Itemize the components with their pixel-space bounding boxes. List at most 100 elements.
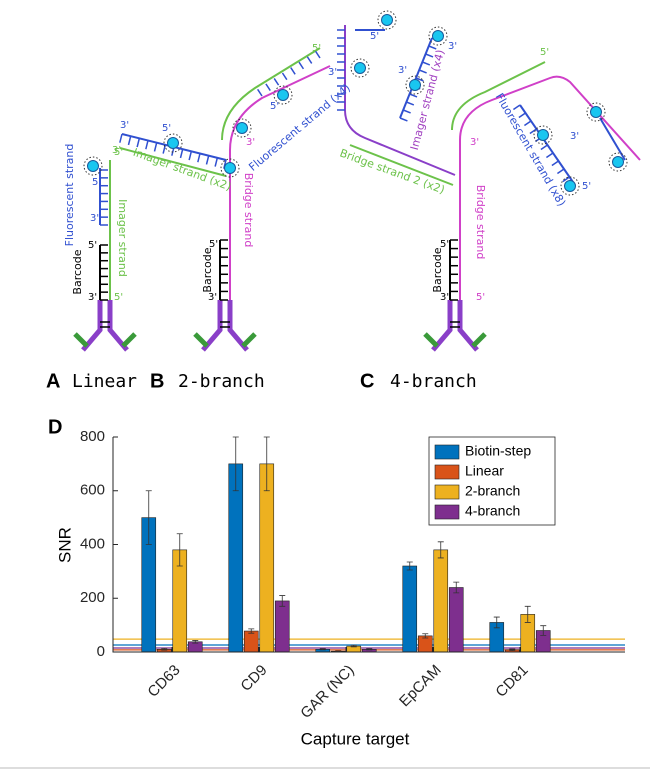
- base-pair: [314, 50, 321, 59]
- strand: [227, 300, 249, 352]
- base-pair: [205, 155, 210, 165]
- base-pair: [256, 88, 263, 97]
- error-bar: [540, 625, 547, 636]
- dye: [590, 106, 602, 118]
- chart-area: 0 200 400 600 800 CD63 CD9 GAR (NC) EpCAM CD81 Bio…: [80, 428, 625, 722]
- base-pair: [556, 168, 565, 175]
- end-label: 5': [270, 101, 279, 112]
- legend-label: Linear: [465, 463, 504, 479]
- x-tick-label: CD81: [492, 662, 531, 701]
- base-pair: [306, 56, 313, 64]
- base-pair: [425, 53, 434, 58]
- bar: [243, 630, 259, 653]
- legend-swatch: [434, 444, 460, 460]
- strand-label: Bridge strand 2 (x2): [338, 146, 446, 196]
- legend-label: 4-branch: [465, 503, 520, 519]
- strand: [459, 75, 641, 300]
- end-label: 5': [114, 147, 123, 158]
- end-label: 5': [312, 43, 321, 54]
- x-tick-label: CD9: [237, 662, 270, 695]
- diagrams: [73, 10, 641, 352]
- strand: [344, 25, 456, 176]
- y-tick-label: 600: [80, 482, 105, 499]
- base-pair: [298, 61, 305, 70]
- error-bar: [319, 648, 326, 651]
- base-pair: [422, 61, 431, 66]
- end-label: 3': [570, 131, 579, 142]
- base-pair: [418, 69, 427, 74]
- strand: [229, 65, 331, 300]
- strand: [121, 332, 137, 348]
- panel-label: B: [150, 370, 164, 392]
- end-label: 3': [448, 41, 457, 52]
- strand-label: Bridge strand: [474, 185, 487, 260]
- error-bar: [524, 605, 531, 623]
- end-label: 5': [209, 239, 218, 250]
- legend-swatch: [434, 504, 460, 520]
- strand: [451, 61, 546, 131]
- panel-title: 4-branch: [390, 371, 477, 392]
- bar: [274, 600, 290, 653]
- base-pair: [273, 78, 280, 86]
- error-bar: [335, 650, 342, 652]
- dye-halo: [377, 10, 397, 30]
- panel-title: Linear: [72, 371, 137, 392]
- dye-halo: [560, 176, 580, 196]
- error-bar: [437, 541, 444, 559]
- end-label: 5': [476, 292, 485, 303]
- dye: [564, 180, 576, 192]
- dye: [354, 62, 366, 74]
- error-bar: [422, 633, 429, 639]
- base-pair: [406, 101, 415, 106]
- end-label: 5': [88, 240, 97, 251]
- base-pair: [119, 133, 123, 143]
- strand: [220, 321, 230, 328]
- base-pair: [551, 160, 559, 167]
- dye-halo: [232, 118, 252, 138]
- x-tick-label: CD63: [144, 662, 183, 701]
- dye: [537, 129, 549, 141]
- strand: [471, 332, 487, 348]
- strand: [73, 332, 89, 348]
- strand: [241, 332, 257, 348]
- dye-halo: [163, 133, 183, 153]
- strand: [201, 300, 223, 352]
- error-bar: [366, 648, 373, 651]
- base-pair: [540, 144, 548, 151]
- dye-halo: [586, 102, 606, 122]
- dye: [167, 137, 179, 149]
- strand: [431, 300, 453, 352]
- base-pair: [409, 93, 418, 98]
- strand-label: Barcode: [201, 247, 214, 292]
- error-bar: [493, 616, 500, 629]
- base-pair: [214, 157, 219, 167]
- dye: [224, 162, 236, 174]
- strand: [423, 332, 439, 348]
- error-bar: [248, 628, 255, 634]
- strand: [599, 117, 626, 161]
- end-label: 3': [120, 120, 129, 131]
- strand: [107, 300, 129, 352]
- legend-label: Biotin-step: [465, 443, 531, 459]
- base-pair: [518, 112, 526, 119]
- end-label: 3': [112, 145, 121, 156]
- base-pair: [428, 45, 437, 50]
- base-pair: [265, 83, 271, 91]
- base-pair: [545, 152, 554, 159]
- error-bar: [161, 648, 168, 651]
- x-tick-label: GAR (NC): [297, 662, 357, 722]
- dye: [381, 14, 393, 26]
- dye-halo: [273, 85, 293, 105]
- y-axis-label: SNR: [55, 527, 74, 563]
- legend-swatch: [434, 484, 460, 500]
- panel-label: C: [360, 370, 374, 392]
- strand: [349, 144, 454, 186]
- error-bar: [192, 640, 199, 644]
- strand: [450, 321, 460, 328]
- end-label: 5': [440, 239, 449, 250]
- strand-label: Imager strand: [116, 199, 129, 277]
- error-bar: [176, 533, 183, 567]
- end-label: 5': [162, 123, 171, 134]
- base-pair: [399, 117, 408, 122]
